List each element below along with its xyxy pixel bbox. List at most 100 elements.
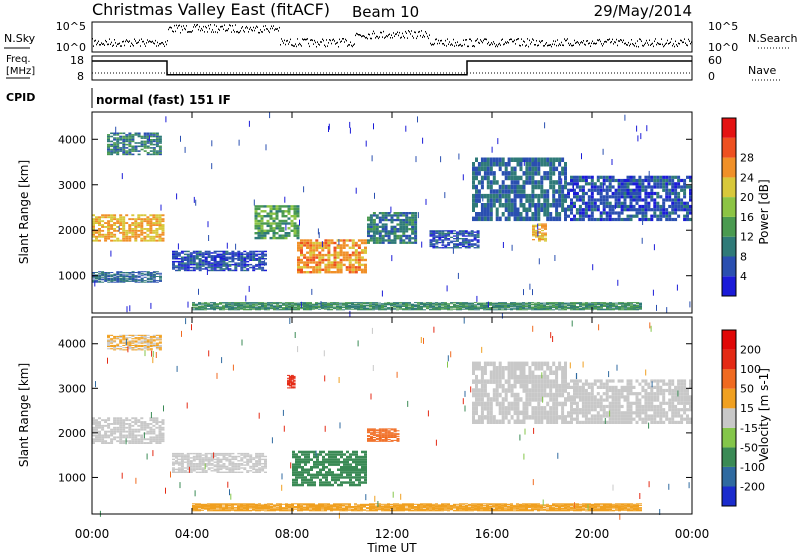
power-cell [243, 259, 247, 261]
power-cell [564, 308, 567, 310]
velocity-cell [161, 428, 165, 431]
velocity-cell [116, 348, 120, 350]
power-cell [140, 218, 144, 221]
power-cell [348, 258, 352, 262]
power-cell [324, 263, 328, 267]
power-cell [161, 226, 165, 228]
power-cell [297, 302, 300, 304]
velocity-cell [175, 461, 178, 463]
power-cell [149, 135, 153, 138]
power-cell [134, 280, 138, 282]
power-cell [119, 139, 123, 141]
power-cell [516, 307, 519, 309]
power-cell [425, 198, 427, 205]
power-cell [98, 222, 101, 224]
power-cell [390, 302, 393, 304]
power-cell [367, 223, 370, 226]
power-cell [468, 304, 471, 306]
power-cell [348, 256, 352, 259]
velocity-cell [228, 464, 232, 466]
power-cell [531, 306, 534, 308]
power-cell [264, 303, 267, 305]
power-cell [216, 306, 219, 307]
power-cell [620, 191, 624, 196]
power-cell [309, 261, 313, 264]
velocity-cell [152, 343, 156, 345]
velocity-cell [207, 468, 211, 471]
power-cell [507, 308, 510, 310]
radar-title: Christmas Valley East (fitACF) [92, 0, 330, 19]
power-cell [116, 273, 120, 275]
power-cell [644, 198, 648, 202]
power-cell [264, 250, 267, 253]
power-cell [456, 307, 459, 309]
velocity-cell [175, 452, 178, 455]
power-cell [456, 306, 459, 308]
power-cell [327, 309, 330, 311]
power-cell [498, 166, 502, 172]
power-cell [605, 195, 609, 199]
power-cell [300, 301, 302, 308]
power-cell [680, 208, 684, 212]
power-cell [546, 306, 549, 307]
power-cell [264, 307, 267, 309]
power-y-tick-label: 4000 [58, 133, 86, 146]
power-cell [342, 263, 346, 267]
power-cell [312, 251, 316, 254]
power-cell [186, 262, 190, 264]
power-cell [519, 189, 523, 194]
power-cell [175, 260, 178, 263]
noise-tick-right-top: 10^5 [708, 20, 738, 33]
power-cell [429, 234, 433, 236]
power-cell [146, 275, 150, 277]
power-cell [647, 185, 651, 189]
power-cell [495, 212, 499, 217]
power-cell [137, 276, 141, 278]
power-cell [390, 303, 393, 305]
power-cell [146, 145, 150, 148]
power-cell [210, 266, 214, 269]
power-cell [113, 134, 117, 136]
power-cell [532, 227, 535, 229]
power-cell [107, 222, 111, 224]
power-cell [321, 261, 325, 264]
power-cell [599, 188, 603, 192]
power-cell [172, 260, 175, 263]
power-cell [573, 308, 576, 310]
power-cell [653, 208, 657, 212]
power-cell [243, 304, 246, 306]
velocity-cell [110, 346, 114, 348]
power-y-tick-label: 1000 [58, 270, 86, 283]
power-cell [405, 234, 409, 238]
power-cell [516, 184, 520, 190]
power-cell [555, 216, 559, 222]
power-cell [532, 235, 535, 237]
power-cell [161, 220, 165, 223]
power-cell [564, 309, 567, 311]
power-cell [504, 216, 508, 222]
power-cell [624, 306, 627, 307]
power-cell [296, 234, 300, 237]
velocity-cell [172, 463, 175, 465]
power-cell [516, 304, 519, 306]
power-cell [315, 308, 318, 310]
power-cell [255, 307, 258, 309]
power-cell [285, 308, 288, 310]
power-cell [624, 114, 626, 121]
power-cell [309, 271, 313, 274]
power-cell [461, 245, 465, 248]
power-cell [339, 303, 342, 305]
power-cell [146, 274, 150, 276]
power-cell [258, 309, 261, 311]
velocity-cell [125, 338, 129, 340]
power-cell [429, 304, 432, 306]
velocity-cell [116, 419, 120, 422]
power-cell [450, 240, 454, 242]
power-cell [531, 212, 535, 217]
power-cell [495, 303, 498, 305]
velocity-cell [125, 440, 129, 443]
velocity-cell [155, 434, 159, 437]
velocity-cell [119, 436, 123, 439]
velocity-cell [158, 347, 162, 349]
power-cell [472, 203, 475, 208]
